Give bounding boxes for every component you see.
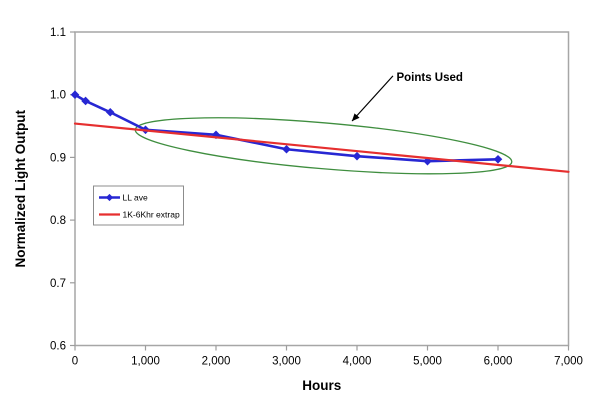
- data-point-marker-ll-ave: [493, 154, 503, 164]
- data-point-marker-ll-ave: [352, 151, 362, 161]
- x-tick-label: 4,000: [343, 356, 372, 368]
- annotation-points-used: Points Used: [134, 72, 513, 175]
- y-tick-label: 0.7: [50, 278, 66, 290]
- y-tick-label: 0.6: [50, 341, 66, 353]
- y-tick-label: 0.8: [50, 215, 66, 227]
- legend-label-extrap: 1K-6Khr extrap: [123, 210, 180, 220]
- y-tick-label: 1.0: [50, 90, 66, 102]
- annotation-ellipse: [134, 117, 513, 175]
- x-axis-ticks: [74, 345, 570, 351]
- legend-label-ll-ave: LL ave: [123, 193, 148, 203]
- x-tick-label: 2,000: [202, 356, 231, 368]
- legend-swatch-diamond-icon: [105, 193, 114, 202]
- x-tick-label: 3,000: [272, 356, 301, 368]
- x-tick-label: 7,000: [554, 356, 583, 368]
- x-tick-label: 5,000: [413, 356, 442, 368]
- data-point-marker-ll-ave: [105, 107, 115, 117]
- legend: LL ave 1K-6Khr extrap: [93, 185, 184, 226]
- y-axis-title: Normalized Light Output: [13, 110, 28, 268]
- legend-item-extrap: 1K-6Khr extrap: [99, 210, 180, 220]
- y-tick-label: 0.9: [50, 152, 66, 164]
- plot-area-border: [74, 31, 570, 347]
- data-point-marker-ll-ave: [423, 156, 432, 166]
- data-point-marker-ll-ave: [282, 144, 291, 154]
- data-point-marker-ll-ave: [70, 90, 80, 99]
- x-tick-label: 0: [72, 356, 78, 368]
- legend-item-ll-ave: LL ave: [99, 193, 148, 203]
- x-tick-label: 1,000: [131, 356, 160, 368]
- series-group: [70, 90, 570, 173]
- y-tick-label: 1.1: [50, 27, 66, 39]
- y-axis-tick-labels: 0.6 0.7 0.8 0.9 1.0 1.1: [50, 27, 66, 353]
- x-axis-tick-labels: 0 1,000 2,000 3,000 4,000 5,000 6,000 7,000: [72, 356, 583, 368]
- annotation-arrow: [351, 75, 394, 122]
- legend-box: [93, 185, 184, 226]
- annotation-label: Points Used: [396, 72, 462, 84]
- x-axis-title: Hours: [302, 378, 341, 393]
- series-line-1k-6khr-extrap: [73, 122, 570, 173]
- data-point-marker-ll-ave: [81, 96, 90, 106]
- x-tick-label: 6,000: [484, 356, 513, 368]
